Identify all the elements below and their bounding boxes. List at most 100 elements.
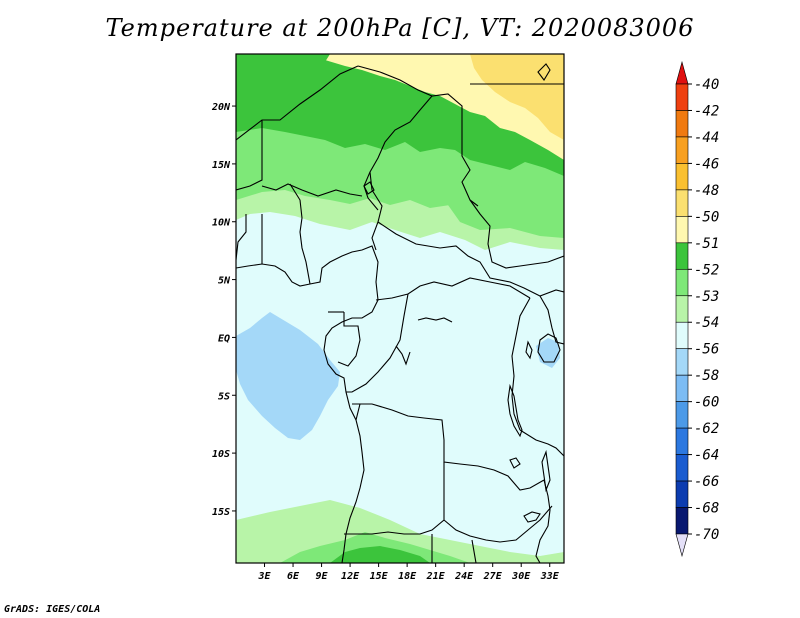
- lake-small-1: [525, 340, 533, 360]
- coastline-west-africa: [236, 245, 379, 563]
- lake-victoria: [537, 333, 561, 363]
- colorbar-label: -58: [694, 368, 719, 384]
- colorbar-swatch: [675, 83, 689, 111]
- border-mozambique: [535, 479, 551, 563]
- colorbar-swatch: [675, 454, 689, 482]
- lake-kariba: [523, 511, 541, 523]
- colorbar-swatch: [675, 321, 689, 350]
- colorbar-swatch: [675, 374, 689, 402]
- lon-tick-label: 6E: [287, 571, 300, 582]
- colorbar-label: -53: [694, 289, 719, 305]
- colorbar: -40 -42 -44 -46 -48 -50 -51 -52 -53 -54 -56 -58 -60 -…: [675, 60, 719, 558]
- colorbar-label: -60: [694, 395, 719, 411]
- border-north-4: [363, 95, 433, 211]
- colorbar-swatch: [675, 348, 689, 376]
- colorbar-swatch: [675, 136, 689, 164]
- colorbar-swatch: [675, 189, 689, 217]
- temperature-field: [236, 54, 564, 563]
- border-north-2: [357, 65, 479, 207]
- colorbar-label: -51: [694, 236, 719, 252]
- lon-tick-label: 3E: [257, 571, 271, 582]
- colorbar-label: -62: [694, 421, 719, 437]
- border-sahel-2: [261, 183, 363, 197]
- colorbar-label: -68: [694, 501, 719, 517]
- colorbar-label: -64: [694, 448, 719, 464]
- colorbar-swatch: [675, 427, 689, 455]
- colorbar-swatch: [675, 163, 689, 191]
- border-tanzania: [519, 429, 564, 457]
- border-west-1: [236, 214, 247, 261]
- lat-tick-label: EQ: [218, 333, 230, 344]
- colorbar-label: -50: [694, 209, 719, 225]
- lake-chad: [363, 181, 375, 195]
- lake-bangweulu: [509, 457, 521, 469]
- latitude-axis: 20N 15N 10N 5N EQ 5S 10S 15S: [211, 102, 236, 518]
- lat-tick-label: 15N: [212, 160, 231, 171]
- lon-tick-label: 30E: [511, 571, 531, 582]
- longitude-axis: 3E 6E 9E 12E 15E 18E 21E 24E 27E 30E 33E: [257, 563, 560, 582]
- map-frame: [235, 53, 565, 564]
- lat-tick-label: 20N: [211, 102, 231, 113]
- colorbar-swatch: [675, 110, 689, 138]
- lat-tick-label: 10N: [212, 218, 231, 229]
- colorbar-swatch: [675, 216, 689, 244]
- lon-tick-label: 18E: [398, 571, 417, 582]
- river-congo-2: [395, 345, 411, 366]
- colorbar-label: -44: [694, 130, 719, 146]
- colorbar-swatch: [675, 295, 689, 323]
- grads-credit: GrADS: IGES/COLA: [4, 604, 101, 615]
- lon-tick-label: 9E: [316, 571, 329, 582]
- border-angola: [344, 403, 445, 535]
- colorbar-label: -52: [694, 262, 719, 278]
- lon-tick-label: 27E: [483, 571, 503, 582]
- border-nigeria: [289, 183, 311, 285]
- lake-turkana: [537, 63, 551, 81]
- border-drc-east: [511, 297, 531, 431]
- colorbar-label: -56: [694, 342, 719, 358]
- lat-tick-label: 15S: [212, 507, 230, 518]
- lake-tanganyika: [507, 383, 523, 438]
- field-patch-minus58-lake: [536, 338, 560, 368]
- lat-tick-label: 5S: [218, 391, 230, 402]
- colorbar-label: -46: [694, 156, 719, 172]
- border-drc-north: [375, 277, 531, 301]
- colorbar-label: -66: [694, 474, 719, 490]
- colorbar-label: -40: [694, 77, 719, 93]
- lon-tick-label: 21E: [426, 571, 446, 582]
- lat-tick-label: 10S: [212, 449, 230, 460]
- colorbar-label: -54: [694, 315, 719, 331]
- border-zambia: [443, 505, 553, 543]
- border-south-sudan: [469, 199, 564, 269]
- lat-tick-label: 5N: [218, 276, 231, 287]
- colorbar-label: -70: [694, 527, 719, 543]
- map-title: Temperature at 200hPa [C], VT: 202008300…: [105, 14, 695, 42]
- river-congo-1: [417, 317, 453, 323]
- field-band-minus52-south: [330, 546, 430, 563]
- border-congo: [346, 293, 409, 393]
- field-band-minus51: [236, 54, 564, 160]
- field-patch-minus53-east: [448, 178, 564, 238]
- field-patch-minus58-ocean: [236, 312, 340, 440]
- map-borders: [236, 63, 564, 563]
- colorbar-label: -48: [694, 183, 719, 199]
- lon-tick-label: 15E: [370, 571, 389, 582]
- colorbar-swatch: [675, 268, 689, 297]
- colorbar-swatch: [675, 507, 689, 535]
- lon-tick-label: 33E: [540, 571, 560, 582]
- colorbar-swatch: [675, 401, 689, 429]
- lon-tick-label: 24E: [454, 571, 474, 582]
- field-patch-minus52-north: [236, 54, 330, 90]
- colorbar-swatch: [675, 242, 689, 270]
- border-cameroon: [369, 171, 383, 251]
- lon-tick-label: 12E: [341, 571, 360, 582]
- border-sahel-1: [236, 120, 263, 191]
- colorbar-under-triangle: [675, 533, 689, 558]
- border-kenya-uganda: [539, 295, 564, 345]
- colorbar-over-triangle: [675, 60, 689, 85]
- colorbar-label: -42: [694, 103, 719, 119]
- border-namibia-botswana: [431, 534, 477, 563]
- colorbar-swatch: [675, 480, 689, 508]
- lake-malawi: [541, 449, 551, 493]
- border-gabon: [337, 312, 361, 367]
